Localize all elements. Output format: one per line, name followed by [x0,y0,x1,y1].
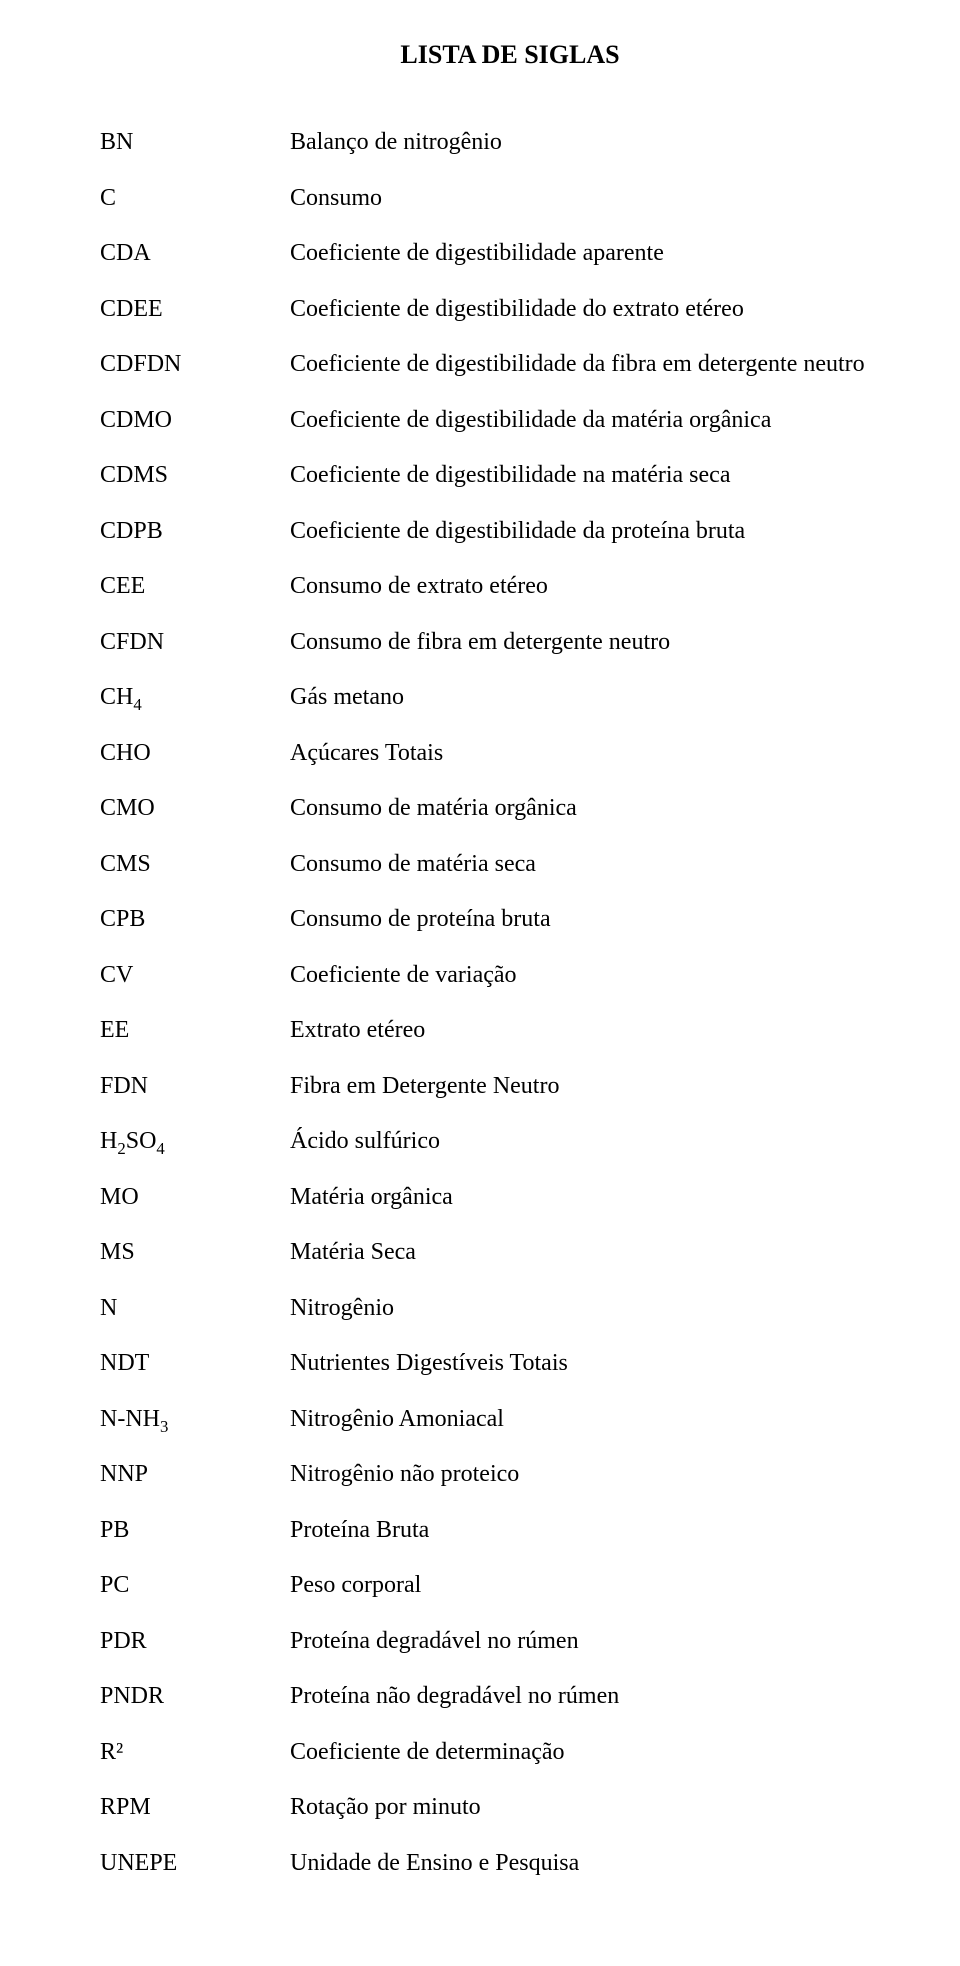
sigla-definition: Nitrogênio não proteico [290,1462,920,1486]
document-page: LISTA DE SIGLAS BNBalanço de nitrogênio C… [0,0,960,1966]
sigla-definition: Consumo de matéria orgânica [290,796,920,820]
sigla-definition: Gás metano [290,685,920,709]
sigla-row: H2SO4Ácido sulfúrico [100,1129,920,1153]
sigla-row: CFDNConsumo de fibra em detergente neutr… [100,630,920,654]
sigla-abbr: N-NH3 [100,1407,290,1431]
sigla-definition: Coeficiente de digestibilidade na matéri… [290,463,920,487]
sigla-abbr: BN [100,130,290,154]
sigla-abbr: CDFDN [100,352,290,376]
sigla-definition: Fibra em Detergente Neutro [290,1074,920,1098]
sigla-row: CH4Gás metano [100,685,920,709]
sigla-row: RPMRotação por minuto [100,1795,920,1819]
sigla-abbr: CDPB [100,519,290,543]
sigla-abbr: R² [100,1740,290,1764]
sigla-row: PNDRProteína não degradável no rúmen [100,1684,920,1708]
sigla-row: MOMatéria orgânica [100,1185,920,1209]
sigla-row: MSMatéria Seca [100,1240,920,1264]
sigla-definition: Consumo de proteína bruta [290,907,920,931]
page-title: LISTA DE SIGLAS [100,40,920,70]
sigla-abbr: CMO [100,796,290,820]
sigla-abbr: PDR [100,1629,290,1653]
sigla-row: CDPBCoeficiente de digestibilidade da pr… [100,519,920,543]
sigla-abbr: UNEPE [100,1851,290,1875]
sigla-row: PBProteína Bruta [100,1518,920,1542]
sigla-definition: Proteína não degradável no rúmen [290,1684,920,1708]
sigla-definition: Consumo [290,186,920,210]
sigla-row: FDNFibra em Detergente Neutro [100,1074,920,1098]
sigla-definition: Proteína Bruta [290,1518,920,1542]
sigla-row: CDMSCoeficiente de digestibilidade na ma… [100,463,920,487]
sigla-definition: Consumo de extrato etéreo [290,574,920,598]
sigla-abbr: MS [100,1240,290,1264]
sigla-definition: Balanço de nitrogênio [290,130,920,154]
sigla-abbr: MO [100,1185,290,1209]
sigla-row: UNEPEUnidade de Ensino e Pesquisa [100,1851,920,1875]
sigla-abbr: CHO [100,741,290,765]
sigla-row: CMSConsumo de matéria seca [100,852,920,876]
sigla-definition: Consumo de matéria seca [290,852,920,876]
sigla-row: R²Coeficiente de determinação [100,1740,920,1764]
sigla-abbr: H2SO4 [100,1129,290,1153]
sigla-row: EEExtrato etéreo [100,1018,920,1042]
sigla-definition: Coeficiente de digestibilidade da matéri… [290,408,920,432]
sigla-row: PDRProteína degradável no rúmen [100,1629,920,1653]
sigla-abbr: N [100,1296,290,1320]
sigla-definition: Nitrogênio Amoniacal [290,1407,920,1431]
sigla-abbr: CH4 [100,685,290,709]
sigla-row: CDFDNCoeficiente de digestibilidade da f… [100,352,920,376]
sigla-abbr: CMS [100,852,290,876]
sigla-definition: Matéria orgânica [290,1185,920,1209]
sigla-definition: Coeficiente de digestibilidade da proteí… [290,519,920,543]
sigla-definition: Unidade de Ensino e Pesquisa [290,1851,920,1875]
sigla-row: CPBConsumo de proteína bruta [100,907,920,931]
sigla-definition: Coeficiente de digestibilidade do extrat… [290,297,920,321]
siglas-list: BNBalanço de nitrogênioCConsumoCDACoefic… [100,130,920,1875]
sigla-row: CDMOCoeficiente de digestibilidade da ma… [100,408,920,432]
sigla-abbr: C [100,186,290,210]
sigla-row: PCPeso corporal [100,1573,920,1597]
sigla-definition: Rotação por minuto [290,1795,920,1819]
sigla-row: CDEECoeficiente de digestibilidade do ex… [100,297,920,321]
sigla-abbr: EE [100,1018,290,1042]
sigla-row: NNPNitrogênio não proteico [100,1462,920,1486]
sigla-row: CHOAçúcares Totais [100,741,920,765]
sigla-abbr: RPM [100,1795,290,1819]
sigla-row: NNitrogênio [100,1296,920,1320]
sigla-abbr: CV [100,963,290,987]
sigla-abbr: NDT [100,1351,290,1375]
sigla-abbr: CDMS [100,463,290,487]
sigla-definition: Coeficiente de digestibilidade da fibra … [290,352,920,376]
sigla-row: CDACoeficiente de digestibilidade aparen… [100,241,920,265]
sigla-definition: Ácido sulfúrico [290,1129,920,1153]
sigla-definition: Coeficiente de variação [290,963,920,987]
sigla-definition: Nitrogênio [290,1296,920,1320]
sigla-row: CVCoeficiente de variação [100,963,920,987]
sigla-row: BNBalanço de nitrogênio [100,130,920,154]
sigla-abbr: CFDN [100,630,290,654]
sigla-abbr: PC [100,1573,290,1597]
sigla-definition: Coeficiente de determinação [290,1740,920,1764]
sigla-definition: Coeficiente de digestibilidade aparente [290,241,920,265]
sigla-abbr: CDA [100,241,290,265]
sigla-definition: Peso corporal [290,1573,920,1597]
sigla-row: CEEConsumo de extrato etéreo [100,574,920,598]
sigla-abbr: CDMO [100,408,290,432]
sigla-definition: Matéria Seca [290,1240,920,1264]
sigla-row: CConsumo [100,186,920,210]
sigla-abbr: FDN [100,1074,290,1098]
sigla-abbr: CPB [100,907,290,931]
sigla-abbr: PNDR [100,1684,290,1708]
sigla-row: NDTNutrientes Digestíveis Totais [100,1351,920,1375]
sigla-row: CMOConsumo de matéria orgânica [100,796,920,820]
sigla-row: N-NH3Nitrogênio Amoniacal [100,1407,920,1431]
sigla-definition: Consumo de fibra em detergente neutro [290,630,920,654]
sigla-abbr: PB [100,1518,290,1542]
sigla-definition: Extrato etéreo [290,1018,920,1042]
sigla-definition: Açúcares Totais [290,741,920,765]
sigla-definition: Nutrientes Digestíveis Totais [290,1351,920,1375]
sigla-abbr: CEE [100,574,290,598]
sigla-abbr: NNP [100,1462,290,1486]
sigla-abbr: CDEE [100,297,290,321]
sigla-definition: Proteína degradável no rúmen [290,1629,920,1653]
